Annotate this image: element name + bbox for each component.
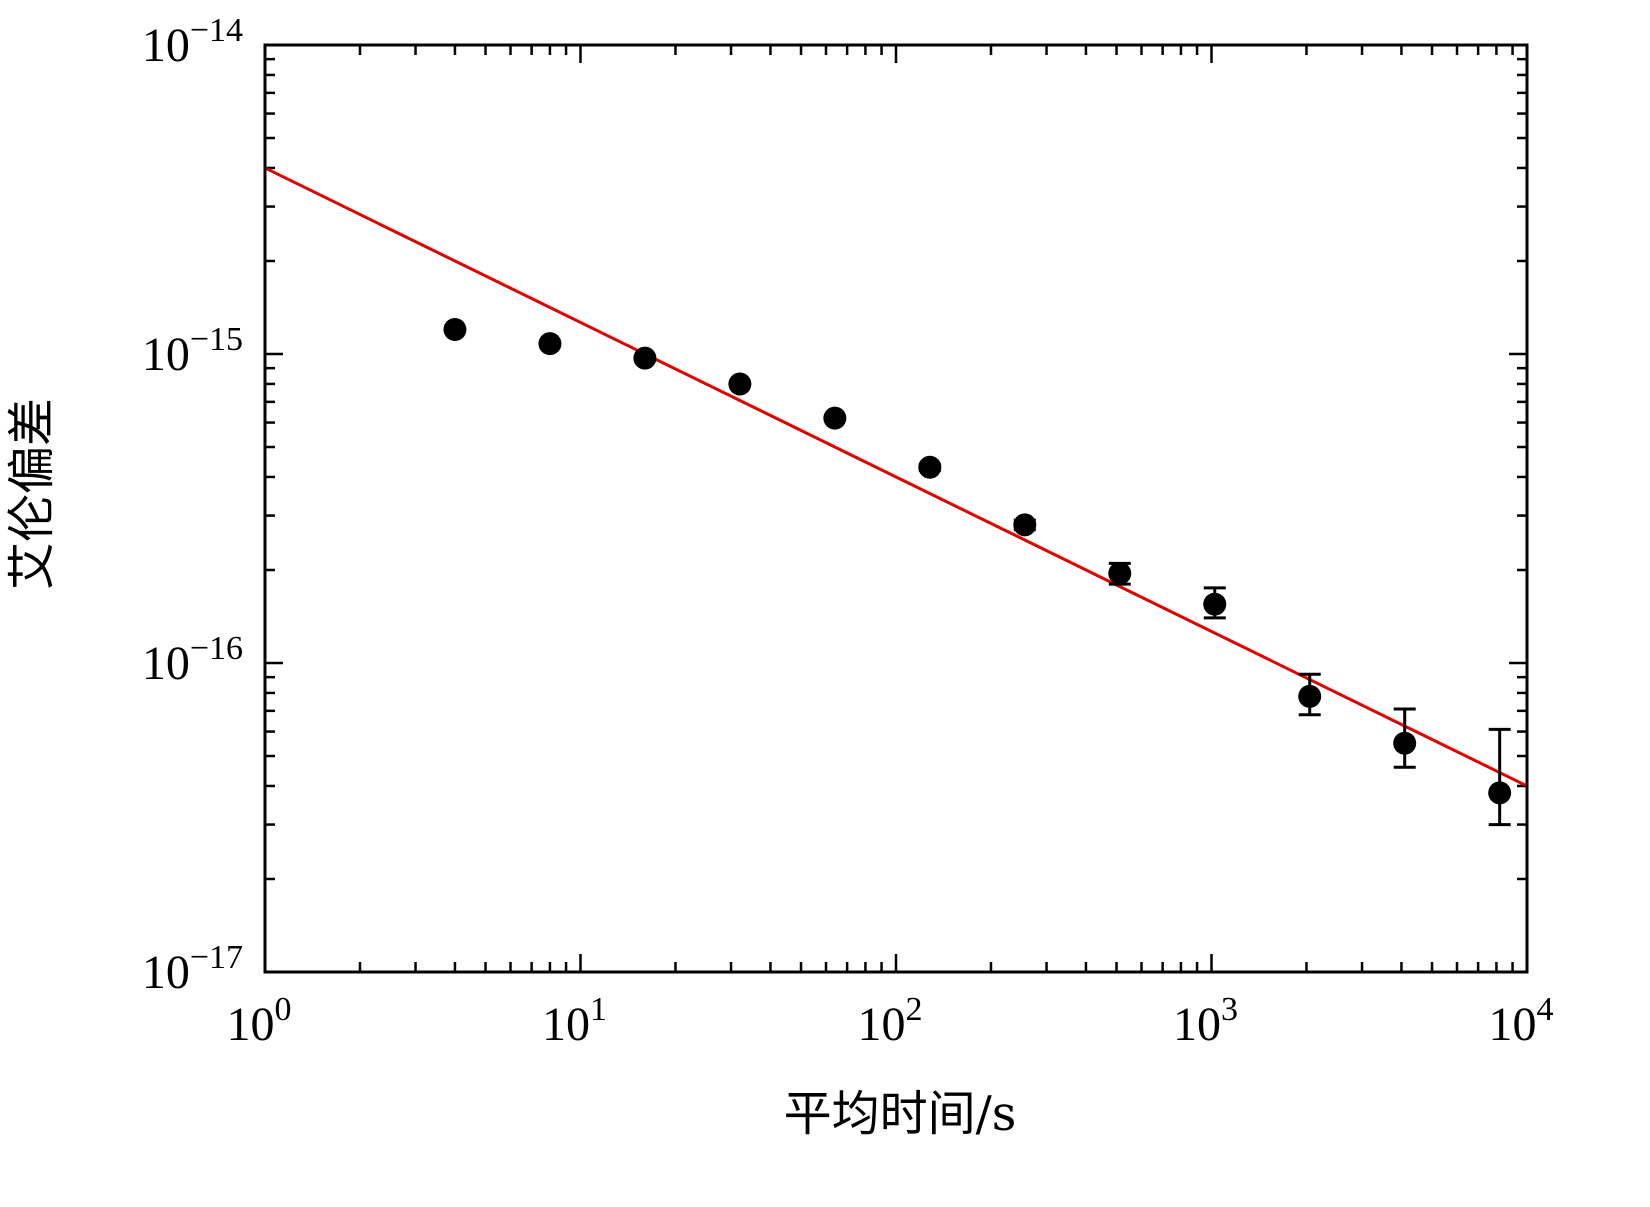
data-points-layer bbox=[443, 318, 1512, 827]
x-tick-label-exponent: 2 bbox=[906, 991, 923, 1028]
data-point bbox=[1393, 731, 1417, 755]
data-point bbox=[1108, 561, 1132, 585]
y-tick-label-exponent: −17 bbox=[190, 939, 243, 976]
x-tick-label: 103 bbox=[1173, 991, 1238, 1051]
x-tick-label-exponent: 4 bbox=[1537, 991, 1554, 1028]
x-tick-label-base: 10 bbox=[1173, 998, 1221, 1051]
data-point bbox=[538, 332, 562, 356]
data-point bbox=[633, 346, 657, 370]
data-point bbox=[443, 318, 467, 342]
x-tick-label-base: 10 bbox=[858, 998, 906, 1051]
x-tick-label-base: 10 bbox=[227, 998, 275, 1051]
x-tick-label-exponent: 0 bbox=[275, 991, 292, 1028]
x-tick-label-exponent: 3 bbox=[1221, 991, 1238, 1028]
data-point bbox=[823, 406, 847, 430]
data-point bbox=[1013, 513, 1037, 537]
y-tick-label-exponent: −14 bbox=[190, 12, 243, 49]
fit-line-layer bbox=[264, 166, 1528, 788]
y-axis-label: 艾伦偏差 bbox=[4, 398, 60, 590]
y-tick-label-base: 10 bbox=[142, 328, 190, 381]
y-tick-label-exponent: −15 bbox=[190, 321, 243, 358]
y-tick-label: 10−14 bbox=[142, 12, 243, 72]
y-tick-label-base: 10 bbox=[142, 19, 190, 72]
y-tick-label: 10−15 bbox=[142, 321, 243, 381]
data-point bbox=[1203, 592, 1227, 616]
x-tick-label: 104 bbox=[1489, 991, 1554, 1051]
y-tick-label-base: 10 bbox=[142, 637, 190, 690]
y-tick-label: 10−17 bbox=[142, 939, 243, 999]
axis-ticks bbox=[263, 45, 1527, 974]
x-tick-label-exponent: 1 bbox=[590, 991, 607, 1028]
y-tick-label-base: 10 bbox=[142, 946, 190, 999]
x-tick-label-base: 10 bbox=[542, 998, 590, 1051]
x-tick-label: 100 bbox=[227, 991, 292, 1051]
fit-line bbox=[264, 166, 1528, 788]
data-point bbox=[728, 372, 752, 396]
plot-frame bbox=[263, 43, 1529, 974]
data-point bbox=[1488, 781, 1512, 805]
y-tick-label: 10−16 bbox=[142, 630, 243, 690]
x-tick-labels: 100 101 102 103 104 bbox=[227, 991, 1554, 1051]
x-tick-label-base: 10 bbox=[1489, 998, 1537, 1051]
y-tick-label-exponent: −16 bbox=[190, 630, 243, 667]
data-point bbox=[1298, 684, 1322, 708]
x-axis-label: 平均时间/s bbox=[784, 1086, 1017, 1142]
data-point bbox=[918, 455, 942, 479]
x-tick-label: 102 bbox=[858, 991, 923, 1051]
x-tick-label: 101 bbox=[542, 991, 607, 1051]
